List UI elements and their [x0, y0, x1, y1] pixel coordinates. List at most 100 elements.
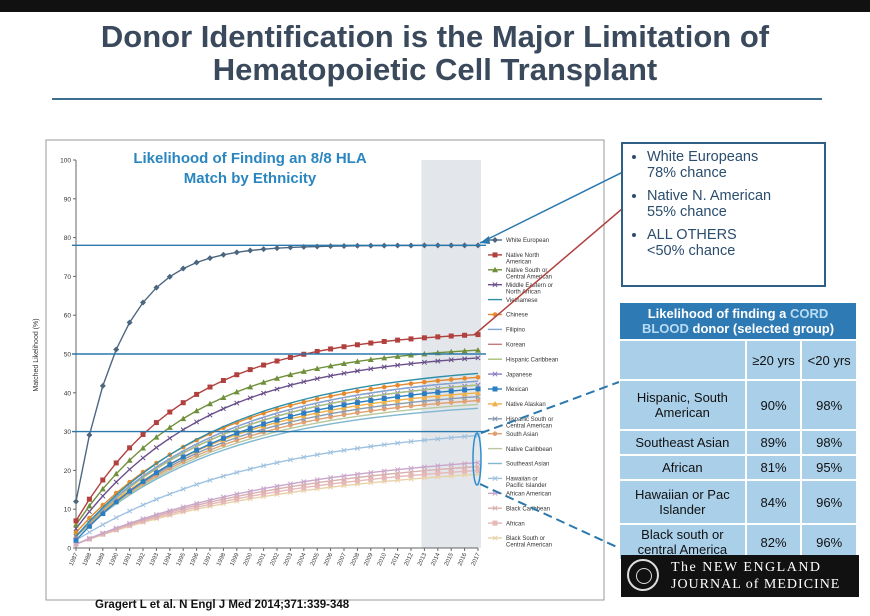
data-point — [247, 466, 253, 472]
x-tick-label: 1994 — [163, 552, 174, 567]
x-tick-label: 1997 — [203, 552, 214, 567]
callout-item-all-others: ALL OTHERS <50% chance — [647, 227, 818, 259]
data-point — [153, 434, 160, 440]
data-point — [100, 493, 106, 499]
data-point — [354, 342, 360, 348]
data-point — [153, 284, 160, 291]
data-point — [327, 407, 334, 413]
series-mexican — [73, 386, 481, 543]
data-point — [395, 474, 401, 480]
data-point — [73, 537, 79, 543]
legend-label: Black South or Central American — [506, 536, 552, 549]
data-point — [475, 332, 481, 338]
data-point — [368, 340, 374, 346]
table-row: African 81% 95% — [619, 455, 857, 480]
data-point — [492, 400, 498, 407]
data-point — [341, 402, 347, 408]
data-point — [381, 364, 387, 370]
data-point — [194, 500, 200, 506]
data-point — [435, 470, 441, 476]
data-point — [261, 362, 267, 368]
data-point — [314, 477, 320, 483]
data-point — [475, 355, 481, 361]
y-tick-label: 90 — [64, 196, 72, 203]
slide-title: Donor Identification is the Major Limita… — [20, 20, 850, 86]
data-point — [341, 412, 347, 418]
data-point — [247, 493, 253, 499]
data-point — [381, 398, 388, 405]
data-point — [194, 447, 200, 453]
data-point — [475, 389, 481, 396]
data-point — [368, 476, 374, 482]
x-tick-label: 2004 — [297, 552, 308, 567]
data-point — [314, 365, 321, 371]
data-point — [207, 384, 213, 390]
chart-series — [73, 242, 481, 547]
data-point — [207, 501, 213, 507]
series-middle-eastern-or-north-african — [73, 355, 481, 532]
y-tick-label: 100 — [60, 158, 71, 165]
y-axis-label: Matched Likelihood (%) — [33, 318, 40, 391]
data-point — [287, 413, 293, 419]
data-point — [127, 520, 133, 526]
data-point — [492, 475, 498, 481]
table-row: Hispanic, South American 90% 98% — [619, 380, 857, 430]
data-point — [421, 335, 427, 341]
data-point — [261, 491, 267, 497]
data-point — [354, 478, 360, 484]
data-point — [73, 518, 79, 524]
data-point — [435, 358, 441, 364]
data-point — [301, 454, 307, 460]
data-point — [167, 435, 173, 441]
x-tick-label: 1996 — [189, 552, 200, 567]
data-point — [448, 388, 454, 394]
x-tick-label: 2000 — [243, 552, 254, 567]
data-point — [167, 508, 173, 514]
x-tick-label: 2008 — [350, 552, 361, 567]
data-point — [261, 486, 267, 492]
data-point — [395, 382, 400, 388]
data-point — [492, 282, 498, 288]
data-point — [99, 485, 106, 492]
data-point — [180, 415, 187, 422]
legend-label: African — [506, 521, 525, 527]
data-point — [368, 443, 374, 450]
data-point — [261, 463, 267, 469]
data-point — [435, 401, 441, 406]
data-point — [448, 357, 454, 363]
data-point — [140, 445, 146, 451]
data-point — [127, 508, 133, 514]
data-point — [126, 319, 133, 326]
pointer-native-american — [473, 196, 637, 336]
data-point — [328, 346, 334, 352]
data-point — [274, 489, 280, 495]
data-point — [381, 442, 387, 448]
data-point — [153, 514, 159, 520]
x-tick-label: 1993 — [149, 552, 160, 567]
data-point — [448, 333, 454, 339]
legend-label: Mexican — [506, 387, 528, 393]
data-point — [408, 473, 414, 479]
chart-legend: White European Native North American Native… — [488, 237, 558, 549]
data-point — [86, 432, 93, 439]
data-point — [354, 402, 361, 409]
x-tick-label: 2006 — [323, 552, 334, 567]
data-point — [113, 479, 119, 485]
data-point — [448, 348, 455, 355]
data-point — [153, 512, 159, 518]
data-point — [434, 393, 441, 399]
data-point — [492, 416, 498, 422]
data-point — [274, 358, 280, 364]
reference-lines — [72, 244, 486, 486]
data-point — [287, 382, 293, 388]
data-point — [261, 390, 267, 396]
data-point — [220, 378, 226, 384]
data-point — [381, 384, 387, 390]
seal-icon — [627, 559, 659, 591]
data-point — [408, 392, 414, 398]
data-point — [86, 529, 92, 535]
legend-label: Native Caribbean — [506, 447, 552, 453]
data-point — [100, 511, 106, 517]
data-point — [180, 486, 186, 492]
cord-table-title-row: Likelihood of finding a CORD BLOOD donor… — [619, 302, 857, 340]
